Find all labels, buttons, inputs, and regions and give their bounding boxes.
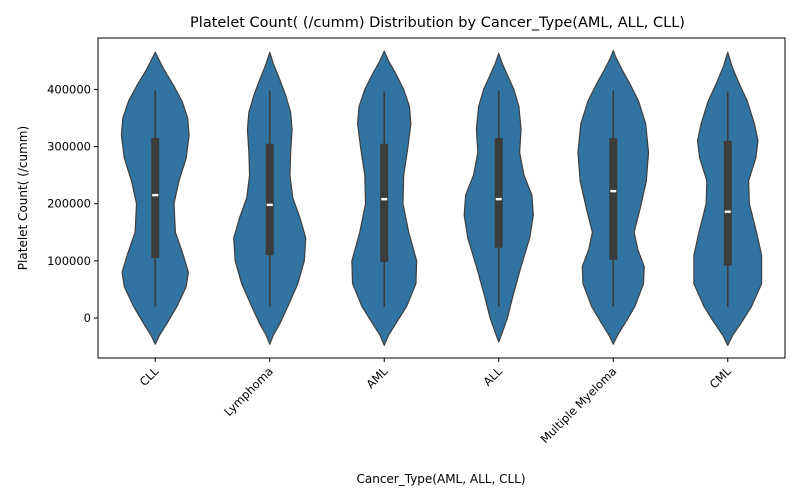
violin-cll (120, 51, 190, 345)
violin-all (463, 52, 534, 343)
x-tick-label: AML (363, 364, 390, 391)
x-tick-label: CLL (137, 364, 162, 389)
y-tick-label: 300000 (47, 140, 91, 154)
y-axis: 0 100000 200000 300000 400000 (47, 82, 98, 325)
violin-multiple-myeloma (577, 49, 650, 345)
iqr-box (609, 138, 618, 260)
chart-title: Platelet Count( (/cumm) Distribution by … (190, 15, 685, 31)
y-tick-label: 400000 (47, 82, 91, 96)
x-tick-label: Lymphoma (221, 364, 276, 419)
median-marker (724, 210, 731, 213)
iqr-box (723, 140, 732, 266)
iqr-box (494, 138, 503, 248)
y-tick-label: 100000 (47, 254, 91, 268)
y-tick-label: 200000 (47, 197, 91, 211)
plot-area (120, 49, 763, 347)
violin-aml (351, 50, 418, 347)
x-tick-label: CML (707, 364, 735, 392)
y-axis-label: Platelet Count( (/cumm) (16, 126, 30, 270)
median-marker (495, 197, 502, 201)
x-axis: CLL Lymphoma AML ALL Multiple Myeloma CML (137, 358, 735, 446)
x-tick-label: Multiple Myeloma (538, 364, 620, 446)
plot-frame (97, 37, 786, 359)
x-axis-label: Cancer_Type(AML, ALL, CLL) (356, 472, 525, 486)
iqr-box (265, 143, 274, 256)
y-tick-label: 0 (84, 311, 91, 325)
iqr-box (380, 143, 389, 262)
violin-lymphoma (233, 51, 307, 345)
violin-cml (693, 51, 763, 347)
iqr-box (151, 138, 160, 258)
median-marker (381, 197, 388, 201)
x-tick-label: ALL (480, 364, 505, 389)
median-marker (152, 193, 159, 197)
median-marker (610, 189, 617, 193)
median-marker (266, 203, 273, 207)
